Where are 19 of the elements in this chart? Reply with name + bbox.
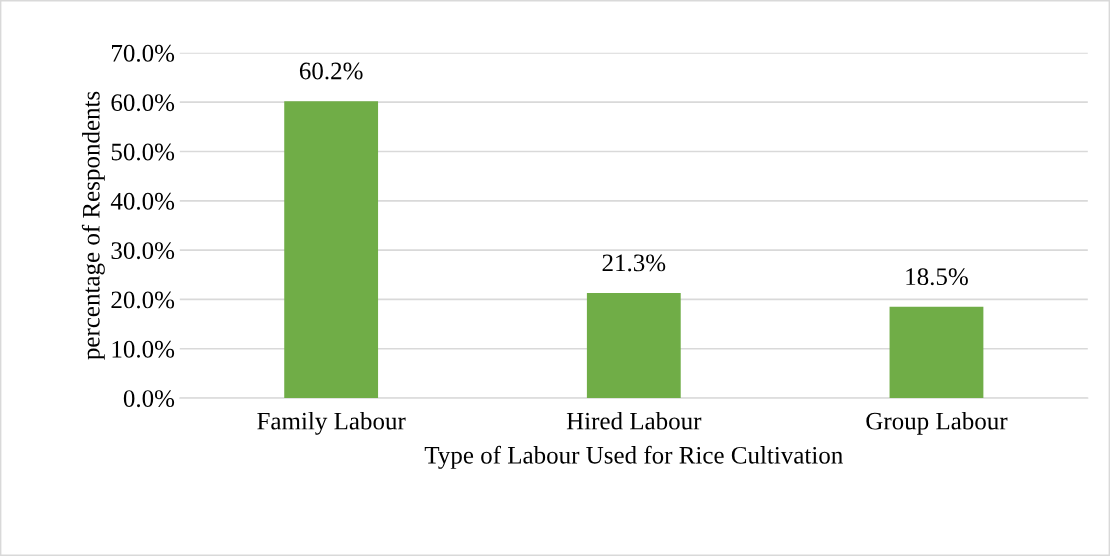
y-axis-title: percentage of Respondents (81, 91, 105, 360)
y-tick-label: 60.0% (111, 94, 175, 112)
y-tick-label: 20.0% (111, 291, 175, 309)
x-tick-label: Hired Labour (566, 411, 702, 430)
data-label: 18.5% (906, 268, 968, 286)
y-tick-label: 50.0% (111, 143, 175, 161)
x-tick-label: Group Labour (866, 411, 1008, 435)
data-label: 21.3% (602, 254, 666, 272)
x-axis-title: Type of Labour Used for Rice Cultivation (424, 445, 843, 469)
y-tick-label: 70.0% (112, 44, 175, 62)
data-label: 60.2% (299, 62, 363, 80)
x-tick-label: Family Labour (257, 411, 406, 435)
bar (284, 101, 379, 399)
y-tick-label: 40.0% (110, 192, 175, 210)
y-tick-label: 10.0% (112, 340, 175, 358)
bar (586, 293, 681, 399)
y-tick-label: 30.0% (111, 242, 175, 260)
y-tick-label: 0.0% (123, 390, 175, 408)
bar (889, 306, 984, 399)
